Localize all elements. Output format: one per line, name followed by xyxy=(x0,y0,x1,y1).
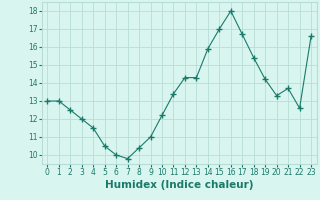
X-axis label: Humidex (Indice chaleur): Humidex (Indice chaleur) xyxy=(105,180,253,190)
